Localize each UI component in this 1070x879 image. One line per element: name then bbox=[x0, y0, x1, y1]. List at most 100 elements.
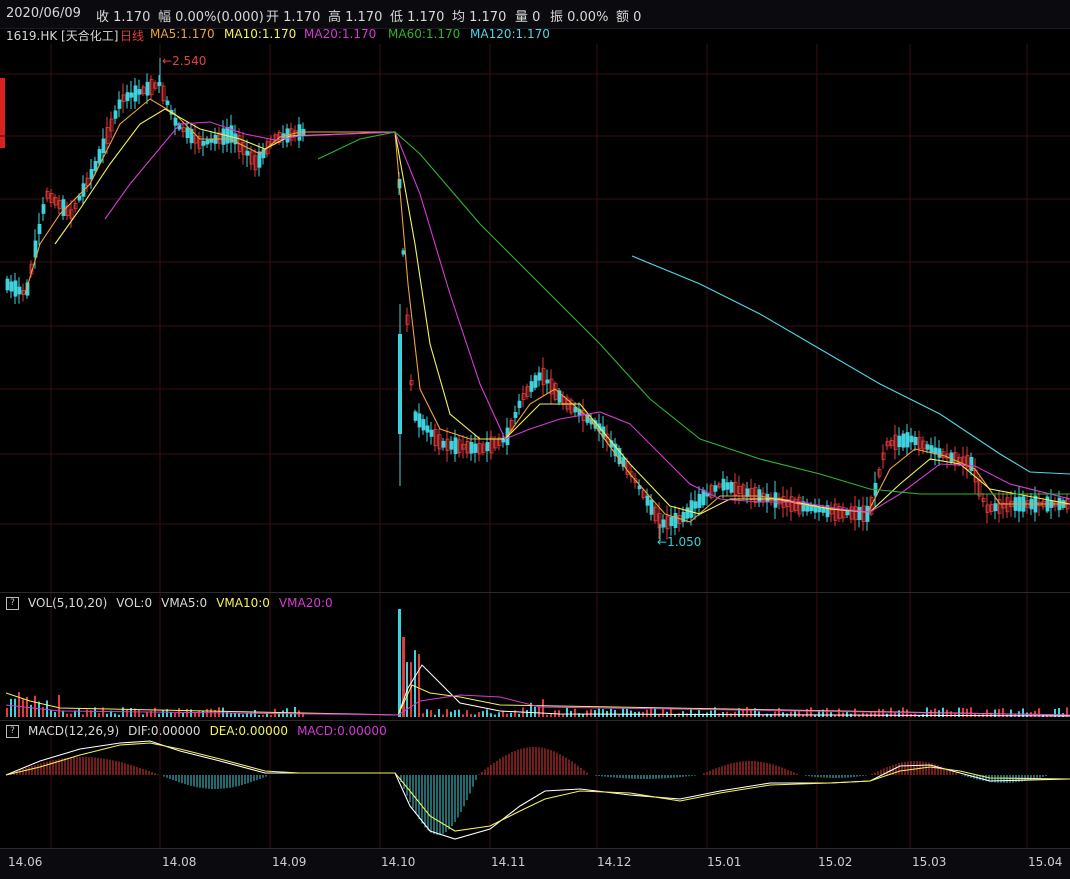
volume-bar bbox=[742, 709, 744, 717]
candle-body bbox=[245, 150, 250, 156]
macd-panel[interactable]: ? MACD(12,26,9) DIF:0.00000 DEA:0.00000 MACD… bbox=[0, 720, 1070, 849]
candle-body bbox=[457, 439, 462, 454]
candle-body bbox=[517, 400, 522, 408]
candle-body bbox=[149, 79, 154, 96]
price-panel[interactable] bbox=[0, 44, 1070, 592]
candle-body bbox=[1001, 502, 1006, 509]
candle-body bbox=[741, 484, 746, 499]
candle-body bbox=[917, 437, 922, 449]
macd-help-icon[interactable]: ? bbox=[6, 725, 19, 738]
volume-bar bbox=[74, 710, 76, 717]
ma5-legend: MA5:1.170 bbox=[150, 27, 215, 41]
volume-bar bbox=[30, 704, 32, 717]
candle-body bbox=[125, 92, 130, 102]
macd-legend: ? MACD(12,26,9) DIF:0.00000 DEA:0.00000 MACD… bbox=[6, 724, 396, 738]
volume-bar bbox=[938, 710, 940, 717]
symbol-label[interactable]: 1619.HK [天合化工] bbox=[6, 29, 119, 43]
volume-bar bbox=[486, 709, 488, 717]
candle-body bbox=[865, 505, 870, 522]
volume-bar bbox=[462, 714, 464, 717]
volume-bar bbox=[22, 699, 24, 717]
volume-panel[interactable]: ? VOL(5,10,20) VOL:0 VMA5:0 VMA10:0 VMA20:0 bbox=[0, 592, 1070, 721]
candle-body bbox=[937, 448, 942, 458]
candle-body bbox=[541, 367, 546, 386]
candle-body bbox=[261, 149, 266, 159]
candle-body bbox=[621, 457, 626, 467]
volume-bar bbox=[10, 698, 12, 717]
candle-body bbox=[429, 429, 434, 437]
candle-body bbox=[693, 501, 698, 509]
selection-marker[interactable] bbox=[0, 78, 5, 148]
quote-avg: 均 1.170 bbox=[452, 10, 507, 25]
vol-help-icon[interactable]: ? bbox=[6, 597, 19, 610]
volume-bar bbox=[1002, 708, 1004, 717]
candle-body bbox=[181, 127, 186, 133]
ma120-legend: MA120:1.170 bbox=[470, 27, 550, 41]
candle-body bbox=[398, 334, 402, 434]
volume-bar bbox=[690, 709, 692, 717]
candle-body bbox=[717, 483, 722, 488]
ma60-legend: MA60:1.170 bbox=[388, 27, 461, 41]
ma120-line bbox=[631, 255, 1070, 475]
candle-body bbox=[509, 419, 514, 432]
candle-body bbox=[461, 443, 466, 450]
candle-body bbox=[673, 513, 678, 528]
vma10-value: VMA10:0 bbox=[216, 596, 270, 610]
volume-bar bbox=[470, 713, 472, 717]
quote-amplitude: 振 0.00% bbox=[550, 10, 609, 25]
candle-body bbox=[725, 482, 730, 490]
volume-bar bbox=[618, 714, 620, 717]
macd-chart[interactable] bbox=[0, 721, 1070, 849]
candle-body bbox=[61, 199, 66, 216]
volume-bar bbox=[458, 709, 460, 717]
candle-body bbox=[129, 92, 134, 98]
volume-bar bbox=[106, 713, 108, 717]
volume-bar bbox=[162, 710, 164, 717]
candle-body bbox=[189, 128, 194, 144]
volume-chart[interactable] bbox=[0, 593, 1070, 721]
vol-value: VOL:0 bbox=[116, 596, 153, 610]
vma5-line bbox=[397, 664, 1070, 717]
candle-body bbox=[557, 390, 562, 403]
volume-bar bbox=[174, 713, 176, 717]
volume-bar bbox=[442, 714, 444, 717]
candle-body bbox=[77, 195, 82, 201]
volume-bar bbox=[290, 713, 292, 717]
candlestick-chart[interactable] bbox=[0, 44, 1070, 592]
candle-body bbox=[797, 496, 802, 515]
candle-body bbox=[513, 412, 518, 418]
candle-body bbox=[545, 379, 550, 384]
ma10-legend: MA10:1.170 bbox=[224, 27, 297, 41]
candle-body bbox=[253, 155, 258, 171]
volume-bar bbox=[670, 707, 672, 717]
candle-body bbox=[241, 142, 246, 155]
x-tick: 14.09 bbox=[272, 855, 307, 869]
volume-bar bbox=[1058, 708, 1060, 717]
period-label[interactable]: 日线 bbox=[120, 29, 145, 43]
candle-body bbox=[449, 440, 454, 450]
candle-body bbox=[9, 281, 14, 292]
candle-body bbox=[653, 506, 658, 522]
volume-bar bbox=[990, 712, 992, 717]
candle-body bbox=[821, 508, 826, 513]
volume-bar bbox=[598, 708, 600, 717]
volume-bar bbox=[754, 708, 756, 717]
candle-body bbox=[825, 505, 830, 518]
volume-bar bbox=[774, 711, 776, 717]
volume-bar bbox=[238, 713, 240, 717]
candle-body bbox=[801, 501, 806, 512]
volume-bar bbox=[622, 708, 624, 717]
candle-body bbox=[401, 250, 406, 255]
candle-body bbox=[501, 437, 506, 443]
quote-low: 低 1.170 bbox=[390, 10, 445, 25]
volume-bar bbox=[134, 708, 136, 717]
candle-body bbox=[853, 506, 858, 521]
volume-bar bbox=[494, 714, 496, 717]
candle-body bbox=[13, 280, 18, 297]
candle-body bbox=[197, 136, 202, 149]
volume-bar bbox=[626, 708, 628, 717]
volume-bar bbox=[226, 711, 228, 717]
candle-body bbox=[837, 506, 842, 519]
volume-bar bbox=[190, 709, 192, 717]
volume-bar bbox=[858, 714, 860, 717]
